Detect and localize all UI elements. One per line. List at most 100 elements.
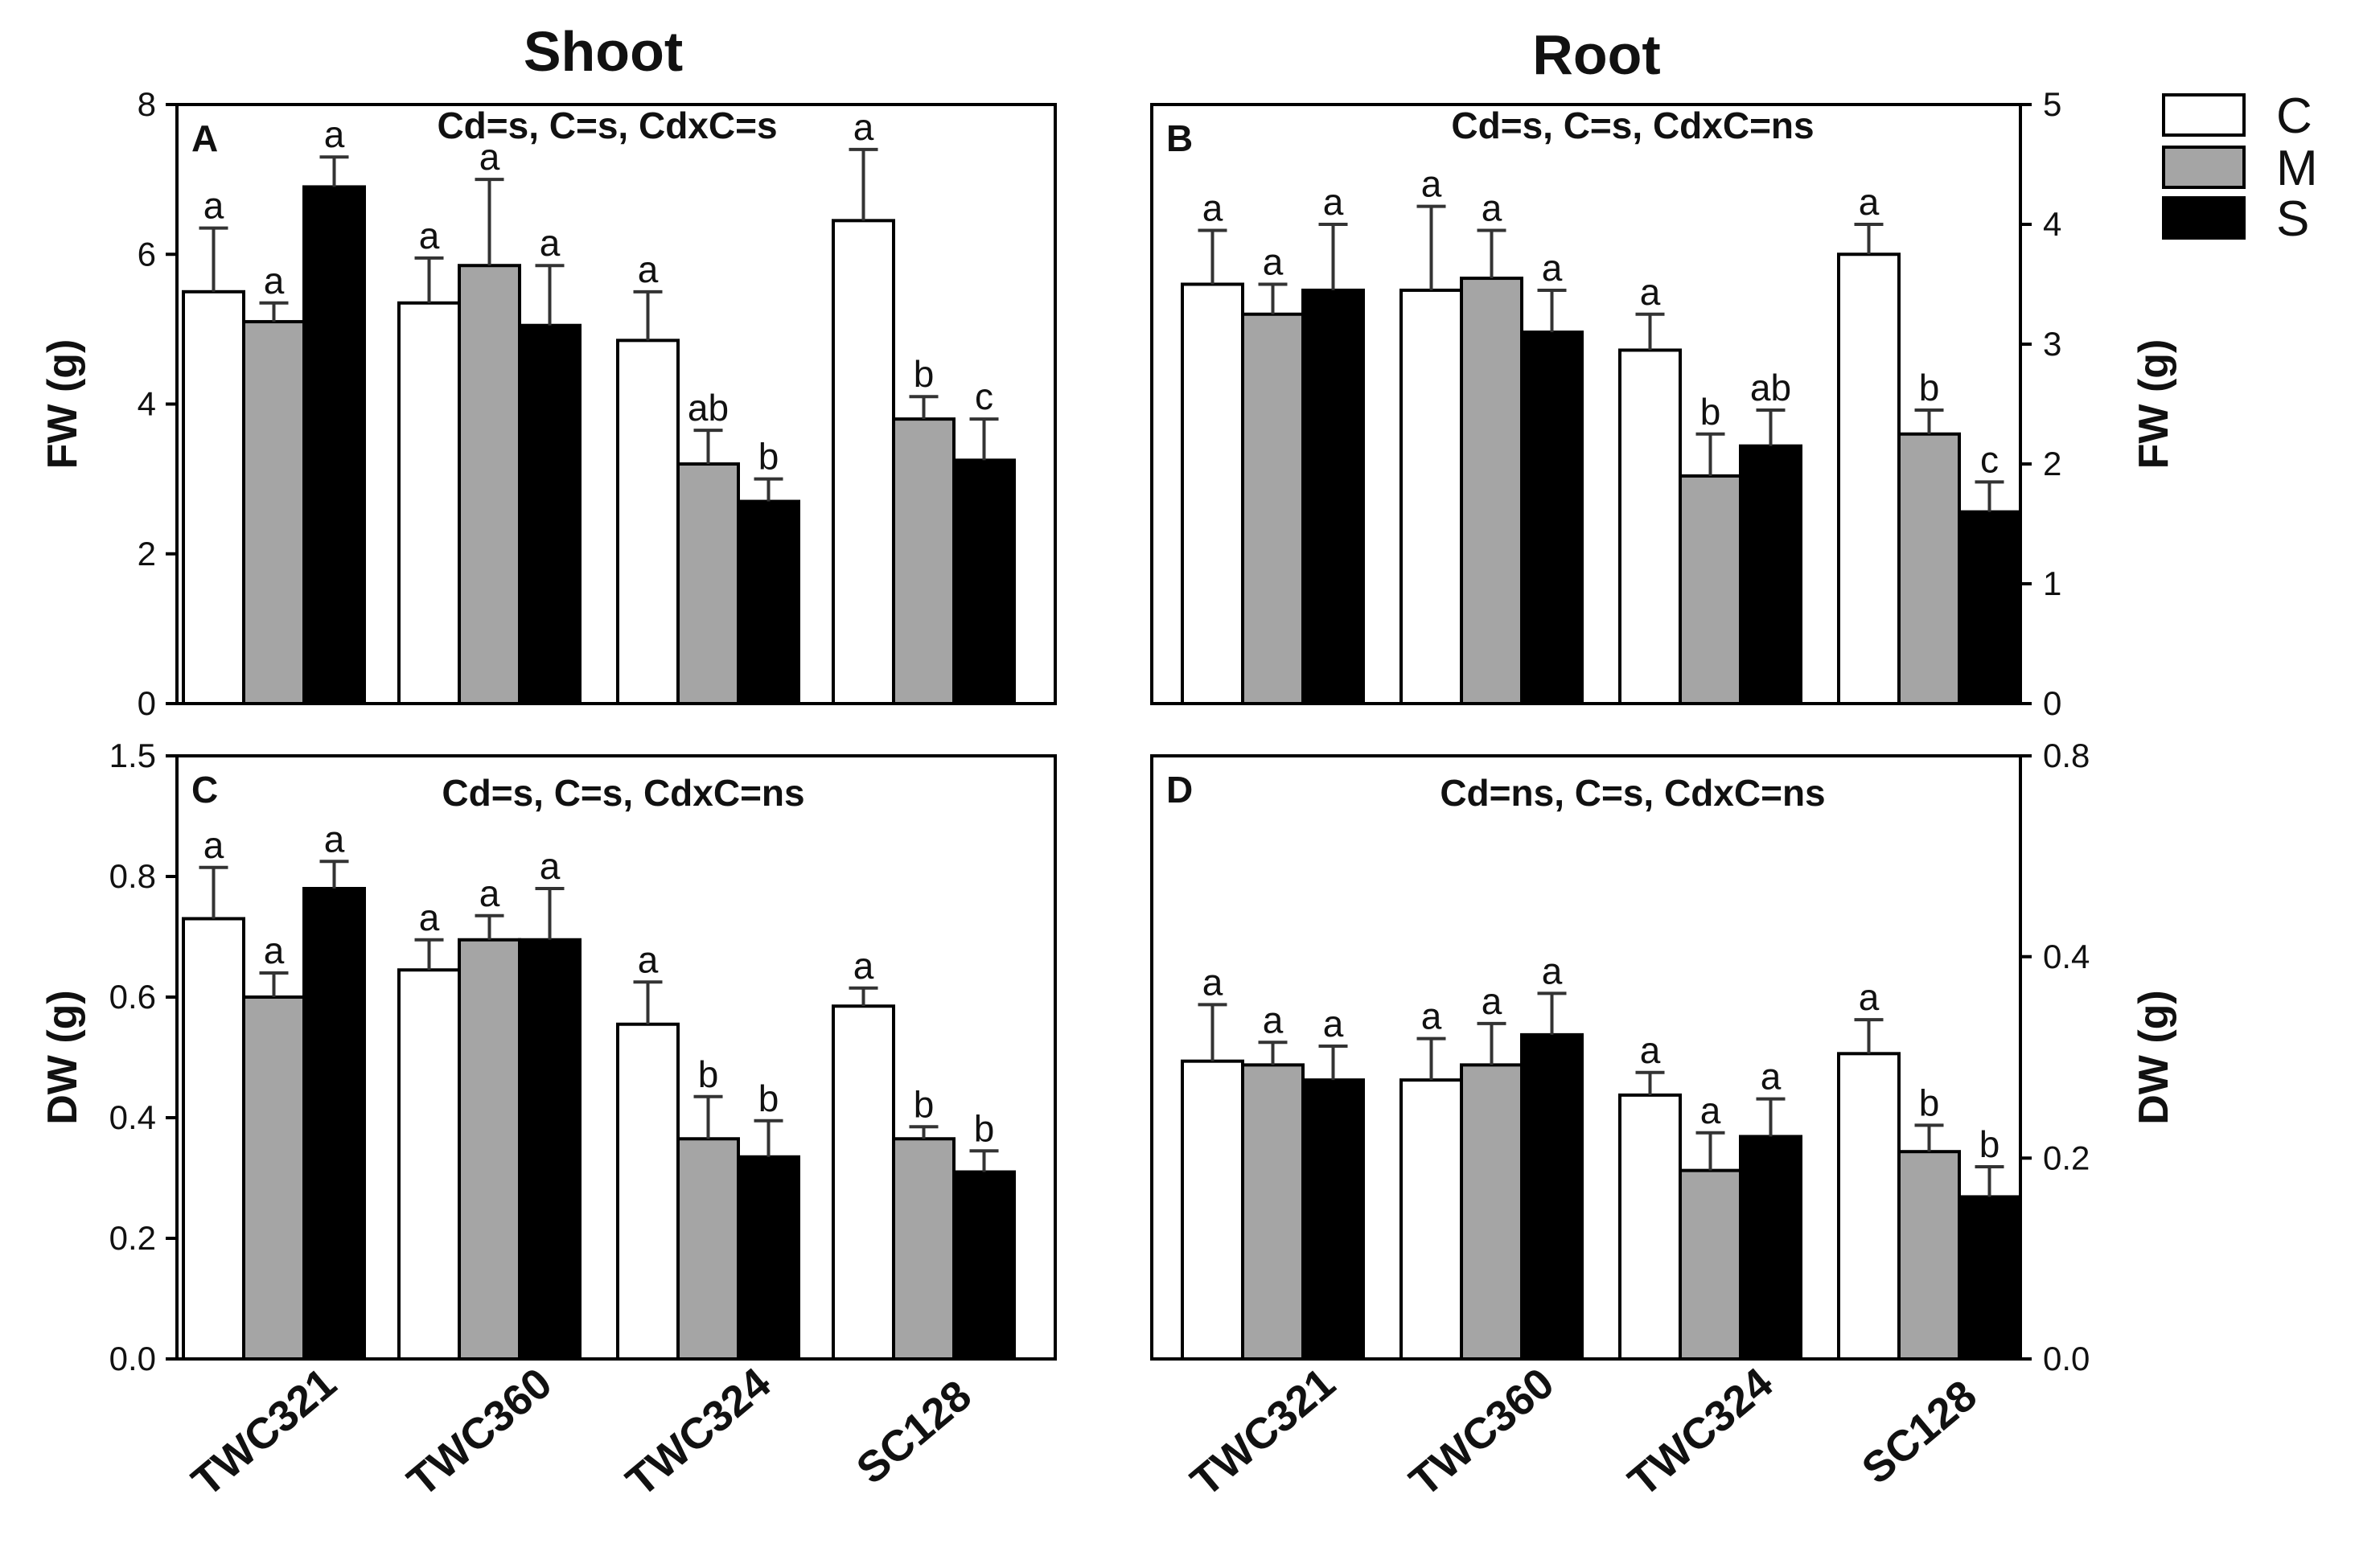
stats-annotation: Cd=s, C=s, CdxC=ns — [1451, 105, 1814, 146]
bar-s — [302, 887, 366, 1361]
x-tick-label: TWC360 — [1401, 1359, 1564, 1506]
y-tick-label: 5 — [2043, 85, 2061, 123]
bar-s — [1739, 444, 1802, 706]
significance-letter: c — [1980, 438, 1999, 480]
panel-d-root-dw: 0.00.20.40.8DW (g)D Cd=ns, C=s, CdxC=nsaa… — [1150, 737, 2177, 1377]
y-tick-label: 0.8 — [2043, 737, 2090, 774]
stats-annotation: Cd=s, C=s, CdxC=s — [437, 105, 777, 146]
x-tick-label: SC128 — [848, 1371, 980, 1493]
y-tick-label: 4 — [2043, 205, 2061, 243]
bar-s — [1958, 510, 2021, 705]
stats-annotation: Cd=ns, C=s, CdxC=ns — [1440, 772, 1825, 814]
significance-letter: a — [264, 930, 285, 971]
y-axis-label: DW (g) — [39, 990, 86, 1124]
bar-m — [1897, 1150, 1961, 1361]
y-tick-label: 0.4 — [109, 1098, 156, 1136]
x-axis-labels-shoot: TWC321 TWC360 TWC324 SC128 — [183, 1359, 980, 1506]
bar-c — [1618, 348, 1682, 705]
y-axis-label: FW (g) — [2131, 339, 2177, 470]
significance-letter: a — [324, 818, 345, 860]
significance-letter: a — [540, 222, 561, 264]
bar-s — [1520, 330, 1584, 705]
panel-letter: D — [1166, 769, 1193, 811]
x-tick-label: SC128 — [1853, 1371, 1986, 1493]
bar-c — [397, 301, 461, 705]
significance-letter: a — [853, 106, 874, 148]
significance-letter: a — [1859, 976, 1880, 1018]
significance-letter: a — [1859, 181, 1880, 223]
x-tick-label: TWC321 — [183, 1359, 346, 1506]
panel-letter: C — [191, 769, 218, 811]
x-axis-labels-root: TWC321 TWC360 TWC324 SC128 — [1182, 1359, 1986, 1506]
y-tick-label: 3 — [2043, 325, 2061, 363]
significance-letter: b — [1979, 1123, 2000, 1165]
significance-letter: b — [914, 1083, 935, 1125]
bar-s — [1739, 1135, 1802, 1361]
bar-c — [182, 917, 245, 1361]
y-tick-label: 0.0 — [2043, 1340, 2090, 1377]
bar-m — [1460, 277, 1523, 705]
significance-letter: a — [638, 248, 659, 290]
y-axis-label: FW (g) — [39, 339, 86, 470]
bar-c — [832, 219, 895, 705]
significance-letter: a — [1323, 1003, 1344, 1045]
significance-letter: a — [1542, 247, 1563, 289]
panel-letter: B — [1166, 117, 1193, 159]
legend-label-m: M — [2276, 141, 2318, 196]
legend-swatch-c — [2162, 93, 2246, 137]
bar-c — [616, 1022, 680, 1361]
significance-letter: b — [758, 1077, 779, 1119]
significance-letter: a — [1421, 995, 1442, 1037]
significance-letter: a — [1202, 961, 1223, 1003]
y-tick-label: 0.2 — [109, 1219, 156, 1257]
bar-m — [676, 462, 740, 705]
significance-letter: a — [1421, 163, 1442, 205]
x-tick-label: TWC324 — [1620, 1359, 1782, 1506]
panel-letter: A — [191, 117, 218, 159]
significance-letter: b — [1700, 391, 1721, 433]
bar-c — [397, 968, 461, 1361]
y-tick-label: 0.6 — [109, 978, 156, 1016]
bar-s — [1301, 1078, 1365, 1361]
bar-c — [1399, 288, 1463, 705]
x-tick-label: TWC321 — [1182, 1359, 1345, 1506]
plot-frame — [1150, 754, 2022, 1361]
significance-letter: a — [1700, 1090, 1721, 1131]
panel-c-shoot-dw: 0.0 0.2 0.4 0.6 0.8 1.5 DW (g) C Cd=s, C=s, CdxC… — [39, 737, 1057, 1377]
stats-annotation: Cd=s, C=s, CdxC=ns — [442, 772, 804, 814]
bar-c — [1181, 282, 1244, 705]
bar-c — [1837, 1052, 1901, 1361]
bar-m — [1679, 1168, 1742, 1361]
significance-letter: a — [479, 872, 500, 914]
bar-s — [518, 323, 582, 705]
significance-letter: a — [1482, 187, 1502, 228]
significance-letter: c — [975, 376, 993, 417]
bar-m — [1241, 312, 1305, 705]
y-tick-label: 6 — [138, 235, 156, 273]
bar-c — [1181, 1059, 1244, 1361]
bar-m — [458, 938, 521, 1361]
legend: C M S — [2162, 88, 2318, 247]
significance-letter: b — [1919, 367, 1940, 408]
bar-s — [952, 458, 1016, 705]
significance-letter: ab — [688, 387, 729, 429]
y-tick-label: 0 — [2043, 684, 2061, 722]
y-axis-label: DW (g) — [2131, 990, 2177, 1124]
significance-letter: a — [203, 185, 224, 227]
significance-letter: b — [914, 353, 935, 395]
y-tick-label: 8 — [138, 85, 156, 123]
legend-swatch-m — [2162, 146, 2246, 189]
bar-c — [1399, 1078, 1463, 1361]
x-tick-label: TWC360 — [399, 1359, 561, 1506]
significance-letter: a — [1263, 241, 1284, 283]
y-tick-label: 1.5 — [109, 737, 156, 774]
significance-letter: a — [1482, 980, 1502, 1022]
y-tick-label: 0.4 — [2043, 938, 2090, 975]
bar-m — [242, 320, 306, 705]
bar-m — [892, 1137, 956, 1361]
significance-letter: b — [974, 1107, 995, 1149]
significance-letter: b — [758, 436, 779, 478]
significance-letter: a — [1640, 271, 1661, 313]
